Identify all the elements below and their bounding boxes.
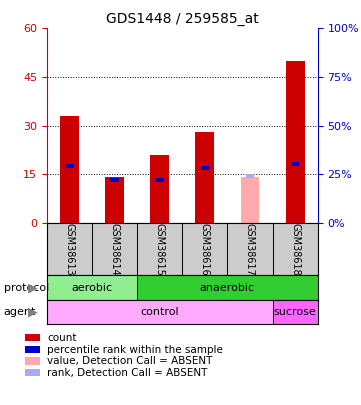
- Bar: [195, 132, 214, 223]
- Text: aerobic: aerobic: [71, 283, 113, 292]
- Text: count: count: [47, 333, 77, 343]
- Bar: [137, 275, 318, 300]
- Text: ▶: ▶: [28, 305, 37, 318]
- Bar: [286, 61, 305, 223]
- Text: GSM38613: GSM38613: [65, 223, 74, 275]
- Bar: [110, 178, 119, 182]
- Text: control: control: [140, 307, 179, 317]
- Bar: [47, 275, 137, 300]
- Bar: [105, 177, 124, 223]
- Bar: [150, 155, 169, 223]
- Text: anaerobic: anaerobic: [200, 283, 255, 292]
- Text: protocol: protocol: [4, 283, 49, 292]
- Text: GSM38616: GSM38616: [200, 223, 210, 275]
- Text: value, Detection Call = ABSENT: value, Detection Call = ABSENT: [47, 356, 212, 367]
- Title: GDS1448 / 259585_at: GDS1448 / 259585_at: [106, 12, 259, 26]
- Text: GSM38615: GSM38615: [155, 223, 165, 275]
- Text: sucrose: sucrose: [274, 307, 317, 317]
- Bar: [273, 300, 318, 324]
- Bar: [155, 178, 164, 182]
- Text: percentile rank within the sample: percentile rank within the sample: [47, 345, 223, 355]
- Bar: [65, 164, 74, 168]
- Text: GSM38617: GSM38617: [245, 223, 255, 275]
- Text: GSM38614: GSM38614: [110, 223, 119, 275]
- Bar: [245, 174, 255, 178]
- Text: ▶: ▶: [28, 281, 37, 294]
- Text: GSM38618: GSM38618: [290, 223, 300, 275]
- Bar: [240, 177, 260, 223]
- Bar: [200, 166, 209, 170]
- Bar: [60, 116, 79, 223]
- Bar: [291, 162, 300, 166]
- Text: rank, Detection Call = ABSENT: rank, Detection Call = ABSENT: [47, 368, 207, 378]
- Bar: [47, 300, 273, 324]
- Text: agent: agent: [4, 307, 36, 317]
